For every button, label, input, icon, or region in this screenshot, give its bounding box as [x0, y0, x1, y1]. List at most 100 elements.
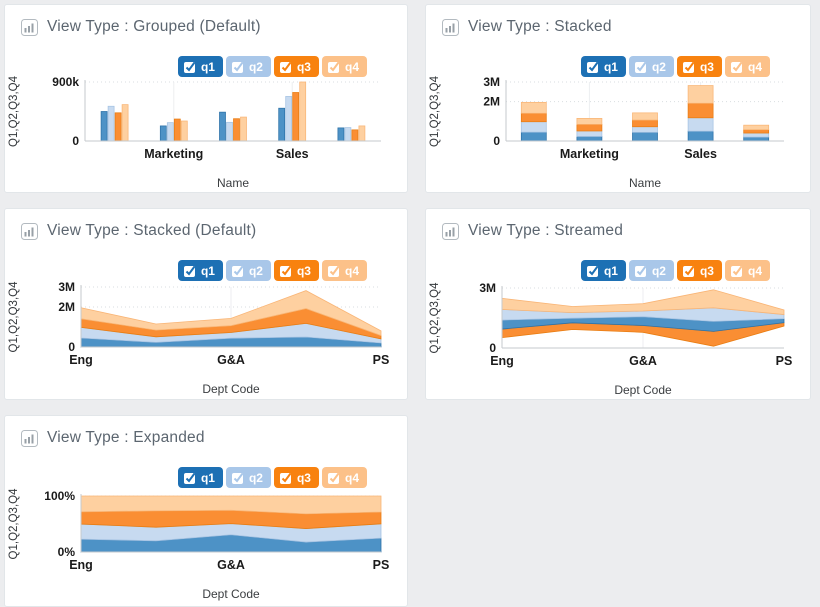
legend-chip-label: q3	[296, 470, 311, 485]
bar-segment-q3	[520, 112, 547, 123]
y-tick-label: 0	[493, 134, 500, 148]
bar-segment-q4	[520, 101, 547, 114]
x-tick-label: Sales	[276, 147, 309, 161]
x-tick-label: PS	[373, 558, 390, 572]
bar-q2	[166, 122, 174, 142]
x-tick-label: G&A	[629, 354, 657, 368]
bar-q4	[358, 125, 366, 142]
legend-chip-label: q2	[248, 470, 263, 485]
legend-chip-q3[interactable]: q3	[273, 56, 319, 77]
y-axis-title: Q1,Q2,Q3,Q4	[8, 488, 20, 560]
checkbox-checked-icon	[183, 61, 196, 73]
bar-q3	[292, 92, 300, 142]
legend-chip-q4[interactable]: q4	[724, 56, 770, 77]
y-tick-label: 2M	[483, 95, 500, 109]
bar-segment-q1	[520, 131, 547, 142]
bar-q4	[240, 116, 247, 142]
bar-segment-q1	[632, 131, 658, 142]
panel-grouped: View Type : Grouped (Default) q1 q2 q3 q4 9…	[4, 4, 408, 193]
legend-chip-q2[interactable]: q2	[225, 56, 271, 77]
x-tick-label: Marketing	[560, 147, 619, 161]
legend-chip-q1[interactable]: q1	[177, 260, 223, 281]
legend-chip-q2[interactable]: q2	[225, 260, 271, 281]
checkbox-checked-icon	[682, 61, 695, 73]
bar-segment-q1	[743, 136, 770, 142]
panel-stacked-default: View Type : Stacked (Default) q1 q2 q3 q4 3…	[4, 208, 408, 400]
legend-chip-label: q2	[651, 59, 666, 74]
bar-q2	[226, 121, 233, 142]
bar-q4	[180, 120, 188, 142]
legend-chip-q3[interactable]: q3	[273, 467, 319, 488]
legend-chip-q4[interactable]: q4	[724, 260, 770, 281]
legend-chip-q1[interactable]: q1	[177, 56, 223, 77]
checkbox-checked-icon	[279, 265, 292, 277]
y-axis-title: Q1,Q2,Q3,Q4	[8, 75, 20, 147]
legend-chip-q4[interactable]: q4	[321, 260, 367, 281]
bar-segment-q3	[632, 119, 658, 128]
checkbox-checked-icon	[327, 472, 340, 484]
x-tick-label: G&A	[217, 558, 245, 572]
legend-chip-label: q1	[200, 263, 215, 278]
panel-header: View Type : Stacked	[442, 18, 612, 36]
x-axis-title: Dept Code	[614, 383, 672, 397]
legend-chip-q4[interactable]: q4	[321, 467, 367, 488]
y-tick-label: 100%	[44, 489, 75, 503]
bar-chart-icon	[21, 18, 38, 36]
bar-segment-q2	[632, 126, 658, 133]
y-tick-label: 3M	[58, 280, 75, 294]
legend-chip-q2[interactable]: q2	[628, 56, 674, 77]
legend-chip-label: q4	[344, 59, 359, 74]
legend-chip-q3[interactable]: q3	[676, 56, 722, 77]
bar-q3	[114, 112, 122, 142]
legend-chip-q2[interactable]: q2	[225, 467, 271, 488]
y-tick-label: 0	[68, 340, 75, 354]
bar-q4	[299, 81, 307, 142]
bar-segment-q2	[520, 121, 547, 133]
bar-q1	[278, 107, 286, 142]
legend-chip-q3[interactable]: q3	[676, 260, 722, 281]
x-tick-label: Sales	[684, 147, 717, 161]
legend-chip-q4[interactable]: q4	[321, 56, 367, 77]
chart-canvas: 100% 0%Eng G&A PS Dept Code Q1,Q2,Q3,Q4	[8, 488, 390, 601]
checkbox-checked-icon	[586, 265, 599, 277]
legend-chip-q3[interactable]: q3	[273, 260, 319, 281]
legend-chip-label: q1	[603, 59, 618, 74]
x-axis-title: Dept Code	[202, 382, 260, 396]
legend-chip-label: q2	[248, 263, 263, 278]
x-tick-label: Eng	[69, 558, 93, 572]
bar-q3	[233, 118, 240, 142]
bar-segment-q3	[576, 124, 603, 132]
chart-canvas: 3M 2M 0 Marketing Sales Name Q1,Q2,Q3,Q4	[429, 75, 784, 190]
bar-q3	[173, 118, 181, 142]
legend-chip-q1[interactable]: q1	[177, 467, 223, 488]
bar-chart-icon	[21, 222, 38, 240]
legend-chip-q1[interactable]: q1	[580, 56, 626, 77]
legend-chip-q2[interactable]: q2	[628, 260, 674, 281]
bar-segment-q1	[576, 136, 603, 142]
checkbox-checked-icon	[231, 265, 244, 277]
legend-chip-label: q3	[699, 59, 714, 74]
legend-chip-label: q3	[699, 263, 714, 278]
x-axis-title: Name	[629, 176, 661, 190]
panel-header: View Type : Stacked (Default)	[21, 222, 256, 240]
panel-header: View Type : Streamed	[442, 222, 623, 240]
legend: q1 q2 q3 q4	[177, 467, 367, 488]
legend-chip-label: q4	[344, 263, 359, 278]
legend-chip-label: q3	[296, 59, 311, 74]
bar-chart-icon	[442, 222, 459, 240]
bar-segment-q4	[687, 85, 714, 104]
legend-chip-q1[interactable]: q1	[580, 260, 626, 281]
y-tick-label: 0	[72, 134, 79, 148]
legend: q1 q2 q3 q4	[580, 56, 770, 77]
legend-chip-label: q3	[296, 263, 311, 278]
area-q4	[501, 289, 785, 315]
legend-chip-label: q4	[747, 263, 762, 278]
panel-header: View Type : Expanded	[21, 429, 205, 447]
area-q4	[80, 495, 382, 515]
legend-chip-label: q1	[200, 59, 215, 74]
legend: q1 q2 q3 q4	[177, 260, 367, 281]
panel-title: View Type : Expanded	[47, 429, 205, 446]
panel-header: View Type : Grouped (Default)	[21, 18, 261, 36]
legend: q1 q2 q3 q4	[177, 56, 367, 77]
